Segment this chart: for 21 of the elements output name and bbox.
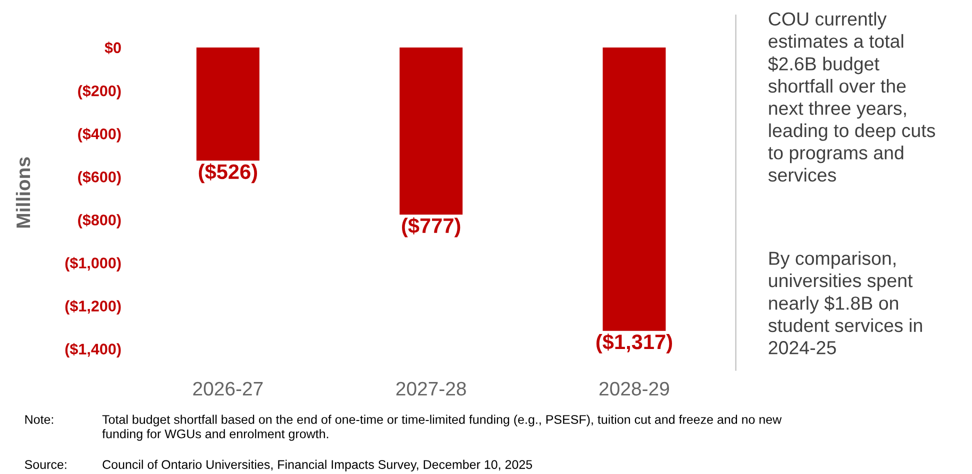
y-tick-label: ($1,200) bbox=[65, 300, 121, 314]
text: COU currently estimates a total $2.6B budget shortfall over the next three years, leading to deep cuts to programs and services bbox=[768, 12, 936, 182]
data-label: ($1,317) bbox=[596, 334, 672, 354]
text: By comparison, universities spent nearly $1.8B on student services in 2024-25 bbox=[768, 251, 922, 354]
y-tick-label: ($1,400) bbox=[65, 343, 121, 358]
x-tick-label: 2027-28 bbox=[396, 382, 466, 396]
x-tick-label: 2026-27 bbox=[193, 382, 263, 396]
text: Council of Ontario Universities, Financial Impacts Survey, December 10, 2025 bbox=[102, 460, 532, 472]
y-tick-label: ($400) bbox=[78, 128, 121, 142]
data-label: ($777) bbox=[402, 217, 460, 238]
text: Note: bbox=[25, 415, 54, 424]
y-tick-label: ($800) bbox=[78, 214, 121, 228]
y-tick-label: ($600) bbox=[78, 170, 121, 186]
source-note: Source: bbox=[24, 460, 66, 469]
y-tick-label: ($200) bbox=[78, 84, 121, 100]
y-tick-label: $0 bbox=[104, 42, 121, 54]
x-tick-label: 2028-29 bbox=[600, 382, 669, 396]
y-tick-label: ($1,000) bbox=[65, 256, 121, 272]
text: Total budget shortfall based on the end of one-time or time-limited funding (e.g., PSESF), tuition cut and freeze and no new funding for WGUs and enrolment growth. bbox=[102, 414, 782, 441]
data-label: ($526) bbox=[198, 163, 258, 184]
y-axis-title: Millions bbox=[16, 157, 30, 228]
